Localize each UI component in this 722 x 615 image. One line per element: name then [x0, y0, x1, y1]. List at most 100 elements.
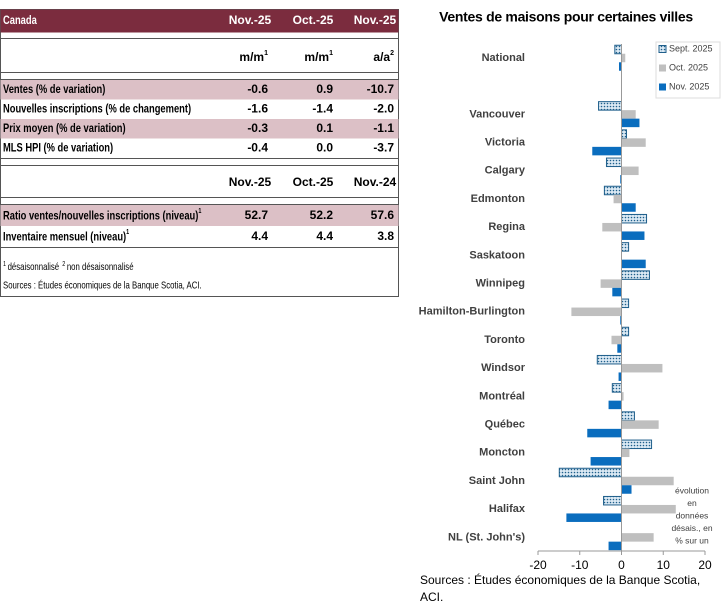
- row-value: 52.2: [310, 208, 334, 222]
- unit-label-text: a/a: [373, 50, 390, 64]
- x-tick-label: 0: [618, 558, 625, 572]
- row-label: Inventaire mensuel (niveau)1: [3, 228, 130, 243]
- row-value: -3.7: [373, 141, 394, 155]
- category-label: Winnipeg: [476, 278, 525, 290]
- chart-title: Ventes de maisons pour certaines villes: [439, 9, 693, 25]
- table-header-cell: Oct.-25: [293, 13, 334, 27]
- legend-label: Sept. 2025: [669, 43, 713, 53]
- bar: [621, 138, 646, 147]
- x-tick-label: -10: [571, 558, 589, 572]
- row-value: 0.9: [316, 82, 333, 96]
- bar: [621, 231, 645, 240]
- unit-label-note: 1: [264, 50, 268, 57]
- bar: [614, 44, 623, 55]
- bar: [618, 62, 622, 71]
- legend-swatch: [659, 64, 666, 72]
- row-value: 3.8: [377, 229, 394, 243]
- bar: [621, 110, 636, 119]
- unit-label: a/a2: [373, 50, 394, 64]
- x-tick-label: -20: [529, 558, 547, 572]
- category-label: Vancouver: [469, 108, 525, 120]
- bar: [621, 439, 653, 450]
- bar: [612, 287, 622, 297]
- bar: [590, 457, 622, 466]
- bar: [608, 400, 622, 410]
- category-label: Calgary: [485, 165, 526, 177]
- row-value: -1.4: [312, 102, 333, 116]
- legend-box: [655, 41, 721, 99]
- row-shade: [0, 119, 399, 139]
- bar-chart: Ventes de maisons pour certaines villes -…: [419, 9, 721, 572]
- table-subheader-cell: Oct.-25: [293, 175, 334, 189]
- bar: [603, 495, 622, 506]
- annotation: en: [687, 498, 697, 508]
- table-subheader-cell: Nov.-25: [229, 175, 272, 189]
- bar: [620, 316, 622, 325]
- bar: [605, 157, 622, 168]
- row-value: 0.0: [316, 141, 333, 155]
- bar: [621, 213, 648, 224]
- bar: [611, 335, 622, 345]
- bar: [621, 270, 650, 280]
- table-source: Sources : Études économiques de la Banqu…: [3, 280, 202, 291]
- footnote-note: 1: [3, 260, 6, 268]
- category-label: Regina: [488, 221, 526, 233]
- footnotes: 1 désaisonnalisé 2 non désaisonnalisé: [3, 260, 134, 273]
- bar: [621, 203, 636, 212]
- footnote-text: désaisonnalisé: [8, 262, 60, 273]
- row-value: 0.1: [316, 121, 333, 135]
- chart-source-box: Sources : Études économiques de la Banqu…: [420, 573, 701, 604]
- bar: [603, 185, 623, 196]
- bar: [621, 166, 639, 176]
- category-label: Montréal: [479, 390, 525, 402]
- footnote-note: 2: [62, 260, 65, 268]
- row-label: Ratio ventes/nouvelles inscriptions (niv…: [3, 207, 202, 222]
- bar: [558, 467, 622, 478]
- category-label: Windsor: [481, 362, 526, 374]
- category-label: Québec: [485, 419, 525, 431]
- category-label: Victoria: [485, 137, 526, 149]
- table-header-cell: Nov.-25: [354, 13, 397, 27]
- unit-label-text: m/m: [239, 50, 264, 64]
- legend-swatch: [659, 83, 666, 91]
- x-tick-label: 20: [698, 558, 712, 572]
- legend-swatch: [658, 45, 667, 53]
- unit-label: m/m1: [304, 50, 333, 64]
- bar: [621, 448, 630, 458]
- category-label: Saint John: [469, 475, 526, 487]
- bar: [621, 53, 626, 63]
- bar: [621, 118, 640, 128]
- row-label: Ventes (% de variation): [3, 83, 106, 96]
- summary-table: Canada Nov.-25 Oct.-25 Nov.-25m/m1 m/m1 a/a2V…: [0, 9, 399, 297]
- bar: [587, 428, 622, 438]
- footnote-text: non désaisonnalisé: [67, 262, 134, 273]
- bar: [621, 411, 635, 421]
- category-label: Saskatoon: [469, 249, 525, 261]
- category-label: Halifax: [489, 503, 526, 515]
- row-shade: [0, 205, 399, 226]
- bar: [592, 146, 622, 156]
- unit-label-note: 1: [329, 50, 333, 57]
- row-value: -1.1: [373, 121, 394, 135]
- table-header-cell: Nov.-25: [229, 13, 272, 27]
- bar: [621, 504, 676, 514]
- bar: [618, 372, 622, 381]
- annotation: % sur un: [675, 535, 709, 545]
- row-label-text: Ratio ventes/nouvelles inscriptions (niv…: [3, 209, 199, 222]
- row-label-note: 1: [126, 228, 129, 236]
- table-header-bg: [0, 9, 399, 33]
- legend-label: Nov. 2025: [669, 81, 709, 91]
- chart-source: Sources : Études économiques de la Banqu…: [420, 573, 701, 604]
- row-label: Nouvelles inscriptions (% de changement): [3, 103, 191, 116]
- annotation: évolution: [675, 485, 709, 495]
- annotation: désais., en: [671, 523, 712, 533]
- row-label: MLS HPI (% de variation): [3, 142, 114, 155]
- bar: [613, 194, 622, 204]
- row-value: 4.4: [251, 229, 268, 243]
- bar: [608, 541, 622, 551]
- category-label: NL (St. John's): [448, 531, 525, 543]
- category-label: Edmonton: [471, 193, 526, 205]
- row-value: -0.3: [247, 121, 268, 135]
- category-label: Moncton: [479, 447, 525, 459]
